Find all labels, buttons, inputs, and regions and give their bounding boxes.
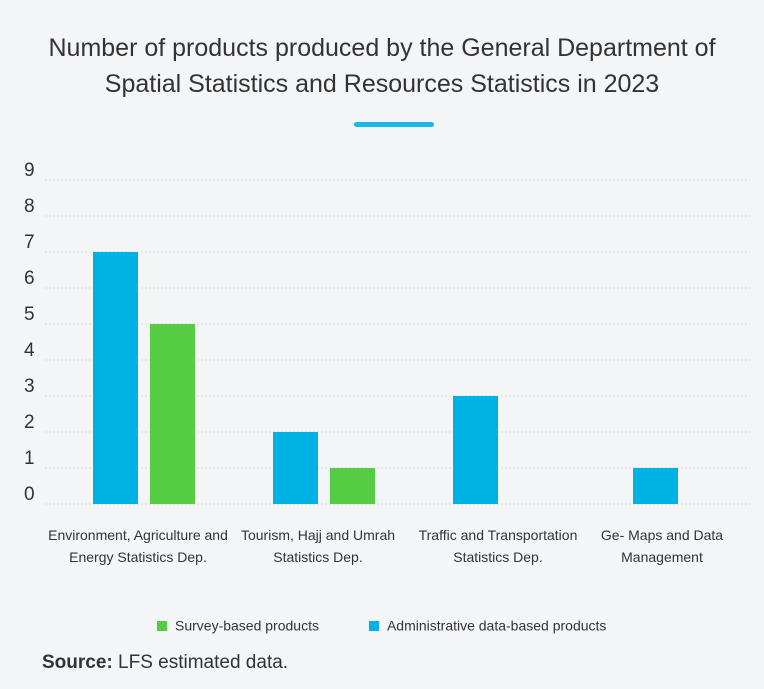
source-text: LFS estimated data. [118, 652, 289, 673]
y-tick-label: 9 [24, 160, 35, 181]
bar [273, 432, 318, 504]
x-tick-label: Traffic and Transportation Statistics De… [418, 527, 578, 565]
y-tick-label: 2 [24, 412, 35, 433]
y-tick-label: 5 [24, 304, 35, 325]
legend-label: Survey-based products [175, 618, 319, 634]
bar [453, 396, 498, 504]
title-underline [354, 122, 434, 127]
y-tick-label: 8 [24, 196, 35, 217]
x-tick-label: Tourism, Hajj and Umrah Statistics Dep. [240, 527, 396, 565]
source-label: Source: [42, 652, 113, 673]
bar [93, 252, 138, 504]
legend-swatch [368, 621, 379, 631]
y-tick-label: 1 [24, 448, 35, 469]
y-tick-label: 4 [24, 340, 35, 361]
bar [633, 468, 678, 504]
y-tick-label: 3 [24, 376, 35, 397]
y-tick-label: 0 [24, 484, 35, 505]
chart-title: Number of products produced by the Gener… [48, 34, 716, 98]
x-tick-label: Environment, Agriculture and Energy Stat… [48, 527, 228, 565]
bar [150, 324, 195, 504]
x-tick-label: Ge- Maps and Data Management [600, 527, 724, 565]
y-tick-label: 7 [24, 232, 35, 253]
legend-swatch [157, 621, 167, 631]
legend-label: Administrative data-based products [387, 618, 606, 634]
y-tick-label: 6 [24, 268, 35, 289]
bar [330, 468, 375, 504]
source: Source: LFS estimated data. [42, 652, 288, 674]
